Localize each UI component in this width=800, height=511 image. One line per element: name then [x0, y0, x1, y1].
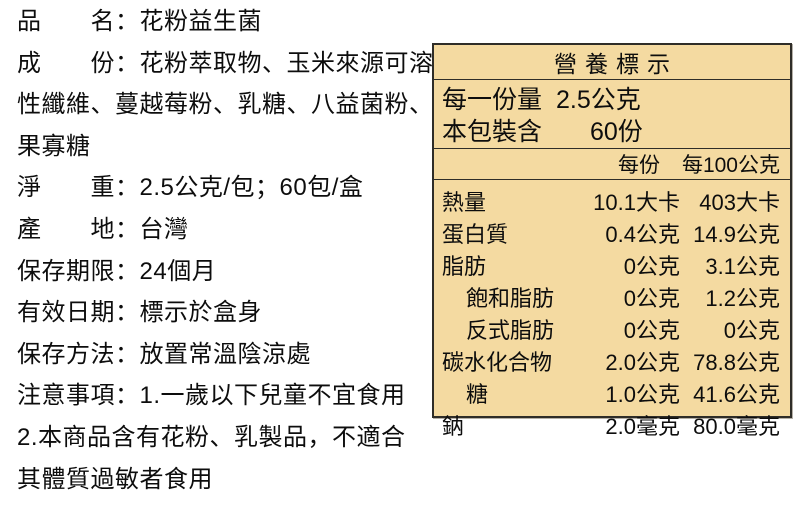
net-weight-line: 淨 重：2.5公克/包；60包/盒 [17, 174, 364, 202]
serving-size-row: 每一份量 2.5公克 [442, 84, 782, 116]
nutrient-name: 脂肪 [442, 254, 487, 279]
nutrient-name: 飽和脂肪 [466, 286, 555, 311]
precautions-line-2: 2.本商品含有花粉、乳製品，不適合 [17, 423, 406, 451]
per-serving-header: 每份 [618, 154, 660, 177]
shelf-life-line: 保存期限：24個月 [17, 257, 217, 285]
nutrition-row-calories: 熱量 10.1大卡 403大卡 [434, 185, 790, 217]
per-serving-value: 1.0公克 [605, 382, 680, 407]
servings-per-pack-value: 60份 [590, 118, 643, 146]
ingredients-line-2: 性纖維、蔓越莓粉、乳糖、八益菌粉、 [17, 91, 434, 119]
expiry-date-line: 有效日期：標示於盒身 [17, 299, 262, 327]
nutrient-name: 鈉 [442, 414, 465, 439]
per-serving-value: 2.0毫克 [605, 414, 680, 439]
per-serving-value: 2.0公克 [605, 350, 680, 375]
servings-per-pack-label: 本包裝含 [442, 118, 543, 146]
per-serving-value: 0公克 [623, 254, 680, 279]
per-serving-value: 10.1大卡 [593, 190, 680, 215]
nutrition-row-trans-fat: 反式脂肪 0公克 0公克 [434, 313, 790, 345]
nutrient-name: 碳水化合物 [442, 350, 553, 375]
ingredients-line-3: 果寡糖 [17, 132, 91, 160]
origin-line: 產 地：台灣 [17, 215, 189, 243]
nutrition-row-sodium: 鈉 2.0毫克 80.0毫克 [434, 409, 790, 441]
per-serving-value: 0.4公克 [605, 222, 680, 247]
per-serving-value: 0公克 [623, 286, 680, 311]
serving-size-label: 每一份量 [442, 86, 543, 114]
storage-method-line: 保存方法：放置常溫陰涼處 [17, 340, 311, 368]
per-100g-value: 14.9公克 [693, 222, 780, 247]
nutrition-row-saturated-fat: 飽和脂肪 0公克 1.2公克 [434, 281, 790, 313]
nutrition-row-sugar: 糖 1.0公克 41.6公克 [434, 377, 790, 409]
per-100g-value: 78.8公克 [693, 350, 780, 375]
per-100g-value: 80.0毫克 [693, 414, 780, 439]
nutrition-rows: 熱量 10.1大卡 403大卡 蛋白質 0.4公克 14.9公克 脂肪 0公克 … [434, 180, 790, 441]
product-name-line: 品 名：花粉益生菌 [17, 8, 262, 35]
nutrient-name: 蛋白質 [442, 222, 509, 247]
nutrition-facts-panel: 營養標示 每一份量 2.5公克 本包裝含 60份 每份 每100公克 熱量 10… [432, 43, 792, 439]
nutrition-row-carbohydrate: 碳水化合物 2.0公克 78.8公克 [434, 345, 790, 377]
per-100g-value: 403大卡 [699, 190, 780, 215]
nutrient-name: 糖 [466, 382, 489, 407]
nutrient-name: 反式脂肪 [466, 318, 555, 343]
nutrition-title: 營養標示 [434, 45, 790, 80]
per-100g-value: 3.1公克 [705, 254, 780, 279]
nutrient-name: 熱量 [442, 190, 487, 215]
serving-size-value: 2.5公克 [556, 86, 641, 114]
per-100g-value: 1.2公克 [705, 286, 780, 311]
per-serving-value: 0公克 [623, 318, 680, 343]
column-header-row: 每份 每100公克 [434, 149, 790, 180]
per-100g-header: 每100公克 [681, 154, 780, 177]
serving-info-section: 每一份量 2.5公克 本包裝含 60份 [434, 80, 790, 149]
per-100g-value: 41.6公克 [693, 382, 780, 407]
servings-per-pack-row: 本包裝含 60份 [442, 116, 782, 148]
ingredients-line-1: 成 份：花粉萃取物、玉米來源可溶 [17, 49, 434, 77]
product-info-text: 品 名：花粉益生菌 成 份：花粉萃取物、玉米來源可溶 性纖維、蔓越莓粉、乳糖、八… [17, 1, 434, 500]
precautions-line-3: 其體質過敏者食用 [17, 465, 213, 493]
precautions-line-1: 注意事項：1.一歲以下兒童不宜食用 [17, 382, 406, 410]
nutrition-row-fat: 脂肪 0公克 3.1公克 [434, 249, 790, 281]
nutrition-row-protein: 蛋白質 0.4公克 14.9公克 [434, 217, 790, 249]
per-100g-value: 0公克 [723, 318, 780, 343]
